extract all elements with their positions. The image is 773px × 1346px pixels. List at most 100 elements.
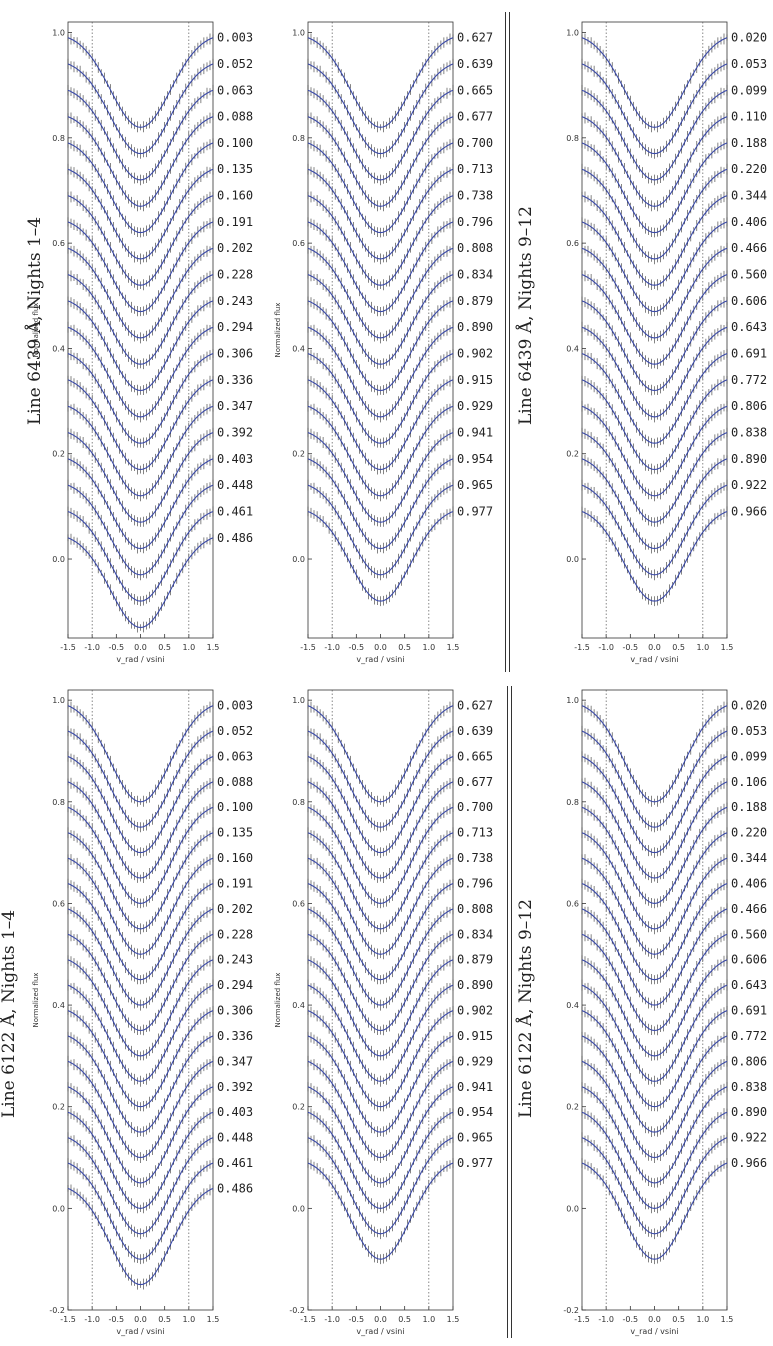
phase-label: 0.461: [217, 504, 253, 518]
profile-model-curve: [307, 705, 454, 803]
phase-label: 0.053: [731, 57, 767, 71]
profile-model-curve: [581, 1060, 728, 1159]
x-tick-label: 1.5: [207, 1315, 220, 1324]
profile-model-curve: [581, 300, 728, 392]
phase-label: 0.627: [457, 31, 493, 45]
phase-label: 0.700: [457, 800, 493, 814]
profile-model-curve: [581, 933, 728, 1032]
profile-model-curve: [307, 984, 454, 1082]
profile-model-curve: [307, 857, 454, 955]
phase-label: 0.020: [731, 699, 767, 713]
x-tick-label: 0.0: [134, 1315, 147, 1324]
phase-label: 0.052: [217, 57, 253, 71]
profile-model-curve: [581, 857, 728, 955]
y-tick-label: 1.0: [566, 696, 579, 705]
profile-model-curve: [307, 832, 454, 930]
phase-label: 0.772: [731, 1029, 767, 1043]
y-tick-label: 0.6: [292, 239, 305, 248]
phase-label: 0.220: [731, 826, 767, 840]
profile-model-curve: [307, 908, 454, 1006]
profile-model-curve: [581, 168, 728, 260]
phase-label: 0.063: [217, 749, 253, 763]
profile-model-curve: [307, 959, 454, 1057]
y-tick-label: 0.4: [52, 344, 65, 353]
phase-label: 0.977: [457, 504, 493, 518]
phase-label: 0.691: [731, 347, 767, 361]
profile-model-curve: [67, 63, 214, 155]
profile-model-curve: [67, 484, 214, 576]
y-tick-label: 0.4: [292, 1001, 305, 1010]
phase-label: 0.879: [457, 294, 493, 308]
phase-label: 0.560: [731, 268, 767, 282]
profile-model-curve: [307, 755, 454, 854]
profile-data-errorbars: [307, 725, 454, 833]
phase-label: 0.191: [217, 876, 253, 890]
profile-model-curve: [307, 247, 454, 339]
phase-label: 0.665: [457, 83, 493, 97]
x-tick-label: 1.0: [422, 643, 435, 652]
y-tick-label: 0.0: [292, 1204, 305, 1213]
profile-model-curve: [581, 274, 728, 365]
phase-label: 0.922: [731, 478, 767, 492]
phase-label: 0.406: [731, 876, 767, 890]
phase-label: 0.052: [217, 724, 253, 738]
x-axis-label: v_rad / vsini: [630, 655, 678, 664]
x-tick-label: 1.0: [182, 643, 195, 652]
phase-label: 0.796: [457, 215, 493, 229]
profile-model-curve: [67, 458, 214, 550]
profile-model-curve: [581, 730, 728, 828]
x-tick-label: -1.0: [324, 643, 340, 652]
phase-label: 0.191: [217, 215, 253, 229]
phase-label: 0.677: [457, 110, 493, 124]
phase-label: 0.344: [731, 851, 767, 865]
phase-label: 0.003: [217, 31, 253, 45]
profile-model-curve: [67, 168, 214, 260]
phase-label: 0.188: [731, 800, 767, 814]
phase-label: 0.966: [731, 1156, 767, 1170]
x-tick-label: 0.0: [648, 1315, 661, 1324]
x-axis-label: v_rad / vsini: [116, 655, 164, 664]
phase-label: 0.392: [217, 1080, 253, 1094]
x-tick-label: 1.0: [696, 643, 709, 652]
y-tick-label: 1.0: [52, 29, 65, 38]
x-tick-label: 0.5: [672, 643, 685, 652]
profile-model-curve: [67, 274, 214, 365]
y-tick-label: 0.2: [52, 1103, 65, 1112]
profile-model-curve: [581, 908, 728, 1006]
y-tick-label: 0.2: [52, 450, 65, 459]
y-tick-label: 0.6: [292, 899, 305, 908]
phase-label: 0.879: [457, 953, 493, 967]
phase-label: 0.643: [731, 978, 767, 992]
x-tick-label: -0.5: [623, 1315, 639, 1324]
x-axis-label: v_rad / vsini: [630, 1327, 678, 1336]
profile-model-curve: [581, 883, 728, 981]
profile-model-curve: [67, 1010, 214, 1108]
x-tick-label: 0.0: [374, 1315, 387, 1324]
y-tick-label: 0.0: [52, 555, 65, 564]
phase-label: 0.099: [731, 83, 767, 97]
profile-model-curve: [67, 37, 214, 128]
profile-model-curve: [581, 806, 728, 904]
profile-model-curve: [67, 537, 214, 629]
x-tick-label: 0.5: [398, 1315, 411, 1324]
phase-label: 0.890: [731, 452, 767, 466]
profile-model-curve: [67, 89, 214, 181]
profile-model-curve: [581, 142, 728, 234]
phase-label: 0.639: [457, 724, 493, 738]
x-tick-label: -0.5: [109, 643, 125, 652]
y-axis-label: Normalized flux: [274, 973, 282, 1028]
profile-model-curve: [307, 883, 454, 981]
profile-model-curve: [67, 195, 214, 286]
x-tick-label: -0.5: [349, 1315, 365, 1324]
phase-label: 0.738: [457, 189, 493, 203]
phase-label: 0.606: [731, 953, 767, 967]
y-tick-label: 0.2: [292, 1103, 305, 1112]
phase-label: 0.202: [217, 241, 253, 255]
phase-label: 0.344: [731, 189, 767, 203]
y-tick-label: 0.6: [566, 899, 579, 908]
y-tick-label: 0.4: [566, 344, 579, 353]
y-tick-label: -0.2: [49, 1306, 65, 1315]
phase-label: 0.403: [217, 452, 253, 466]
profile-model-curve: [307, 432, 454, 523]
phase-label: 0.392: [217, 425, 253, 439]
